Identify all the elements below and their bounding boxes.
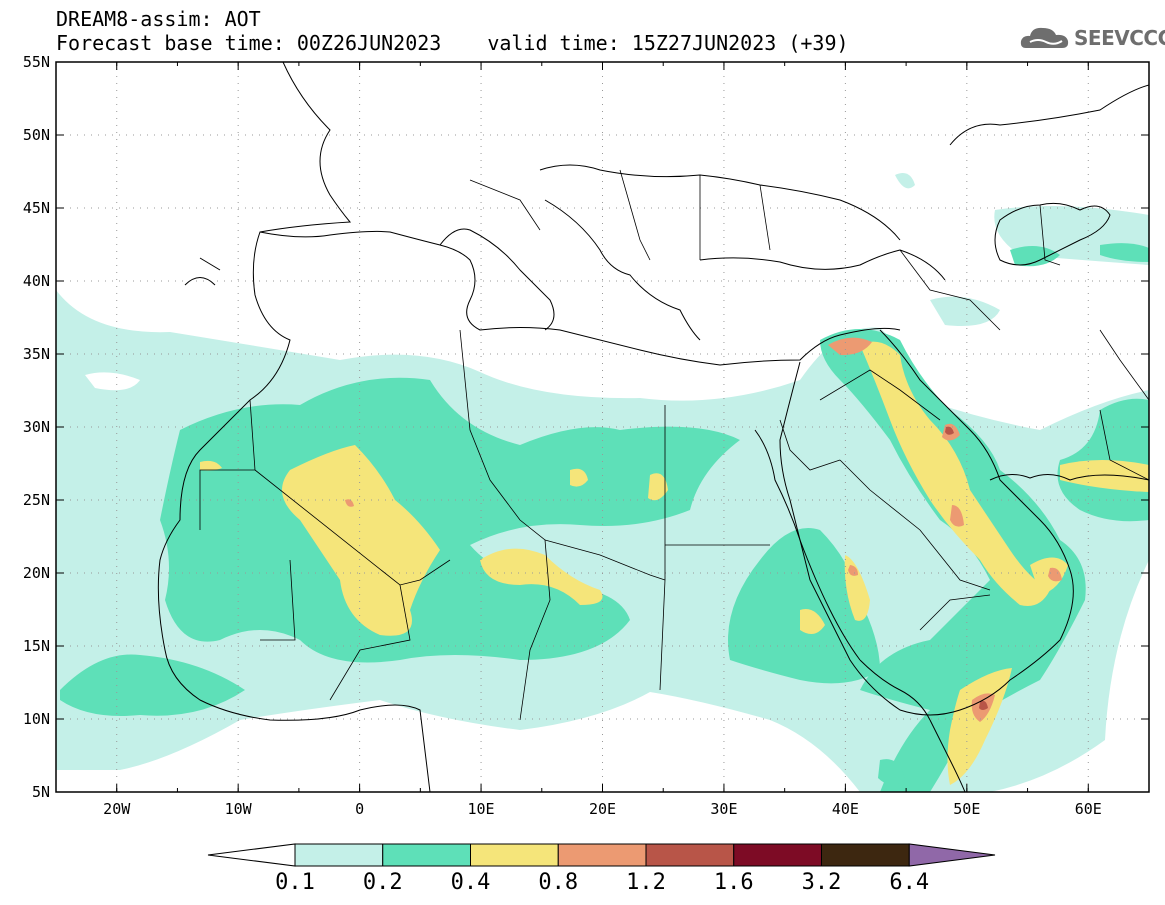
colorbar-low-arrow xyxy=(207,843,296,867)
lon-label: 10E xyxy=(468,800,495,818)
lon-label: 10W xyxy=(225,800,253,818)
lon-label: 20W xyxy=(103,800,131,818)
country-borders xyxy=(199,169,1149,721)
colorbar-segment xyxy=(645,843,735,867)
aot-colorbar xyxy=(207,843,996,867)
aot-shading xyxy=(56,172,1149,792)
aot-level-0.8 xyxy=(345,337,1062,722)
cloud-icon xyxy=(1020,27,1069,48)
forecast-time-line: Forecast base time: 00Z26JUN2023 valid ti… xyxy=(56,32,849,54)
colorbar-segment xyxy=(382,843,471,867)
colorbar-segment xyxy=(470,843,559,867)
latitude-labels: 55N 50N 45N 40N 35N 30N 25N 20N 15N 10N 5N xyxy=(23,53,50,801)
colorbar-label: 6.4 xyxy=(889,870,930,895)
lat-label: 35N xyxy=(23,345,50,363)
lat-label: 25N xyxy=(23,491,50,509)
lon-label: 30E xyxy=(710,800,737,818)
colorbar-label: 0.8 xyxy=(538,870,579,895)
colorbar-label: 0.2 xyxy=(362,870,403,895)
colorbar-label: 0.1 xyxy=(275,870,315,895)
colorbar-label: 3.2 xyxy=(801,870,842,895)
lon-label: 60E xyxy=(1075,800,1102,818)
colorbar-segment xyxy=(821,843,910,867)
lat-label: 30N xyxy=(23,418,50,436)
lat-label: 50N xyxy=(23,126,50,144)
valid-time: valid time: 15Z27JUN2023 (+39) xyxy=(487,31,849,55)
lon-label: 0 xyxy=(355,800,364,818)
colorbar-label: 1.6 xyxy=(713,870,754,895)
colorbar-segment xyxy=(294,843,384,867)
forecast-base-time: Forecast base time: 00Z26JUN2023 xyxy=(56,31,442,55)
axis-ticks xyxy=(55,61,1150,793)
map-title: DREAM8-assim: AOT xyxy=(56,7,261,31)
seevccc-logo: SEEVCCC xyxy=(1018,22,1165,54)
colorbar-high-arrow xyxy=(908,843,996,867)
lon-label: 40E xyxy=(832,800,859,818)
coastlines xyxy=(157,62,1149,792)
lat-label: 55N xyxy=(23,53,50,71)
colorbar-label: 0.4 xyxy=(450,870,491,895)
lat-label: 15N xyxy=(23,637,50,655)
lat-label: 10N xyxy=(23,710,50,728)
aot-level-1.2 xyxy=(945,426,988,710)
lat-label: 40N xyxy=(23,272,50,290)
lat-label: 20N xyxy=(23,564,50,582)
colorbar-segment xyxy=(557,843,647,867)
colorbar-segment xyxy=(733,843,822,867)
lat-label: 5N xyxy=(32,783,50,801)
colorbar-label: 1.2 xyxy=(626,870,666,895)
logo-text: SEEVCCC xyxy=(1074,26,1165,50)
lon-label: 20E xyxy=(589,800,616,818)
longitude-labels: 20W 10W 0 10E 20E 30E 40E 50E 60E xyxy=(103,800,1102,818)
lat-label: 45N xyxy=(23,199,50,217)
lon-label: 50E xyxy=(953,800,980,818)
